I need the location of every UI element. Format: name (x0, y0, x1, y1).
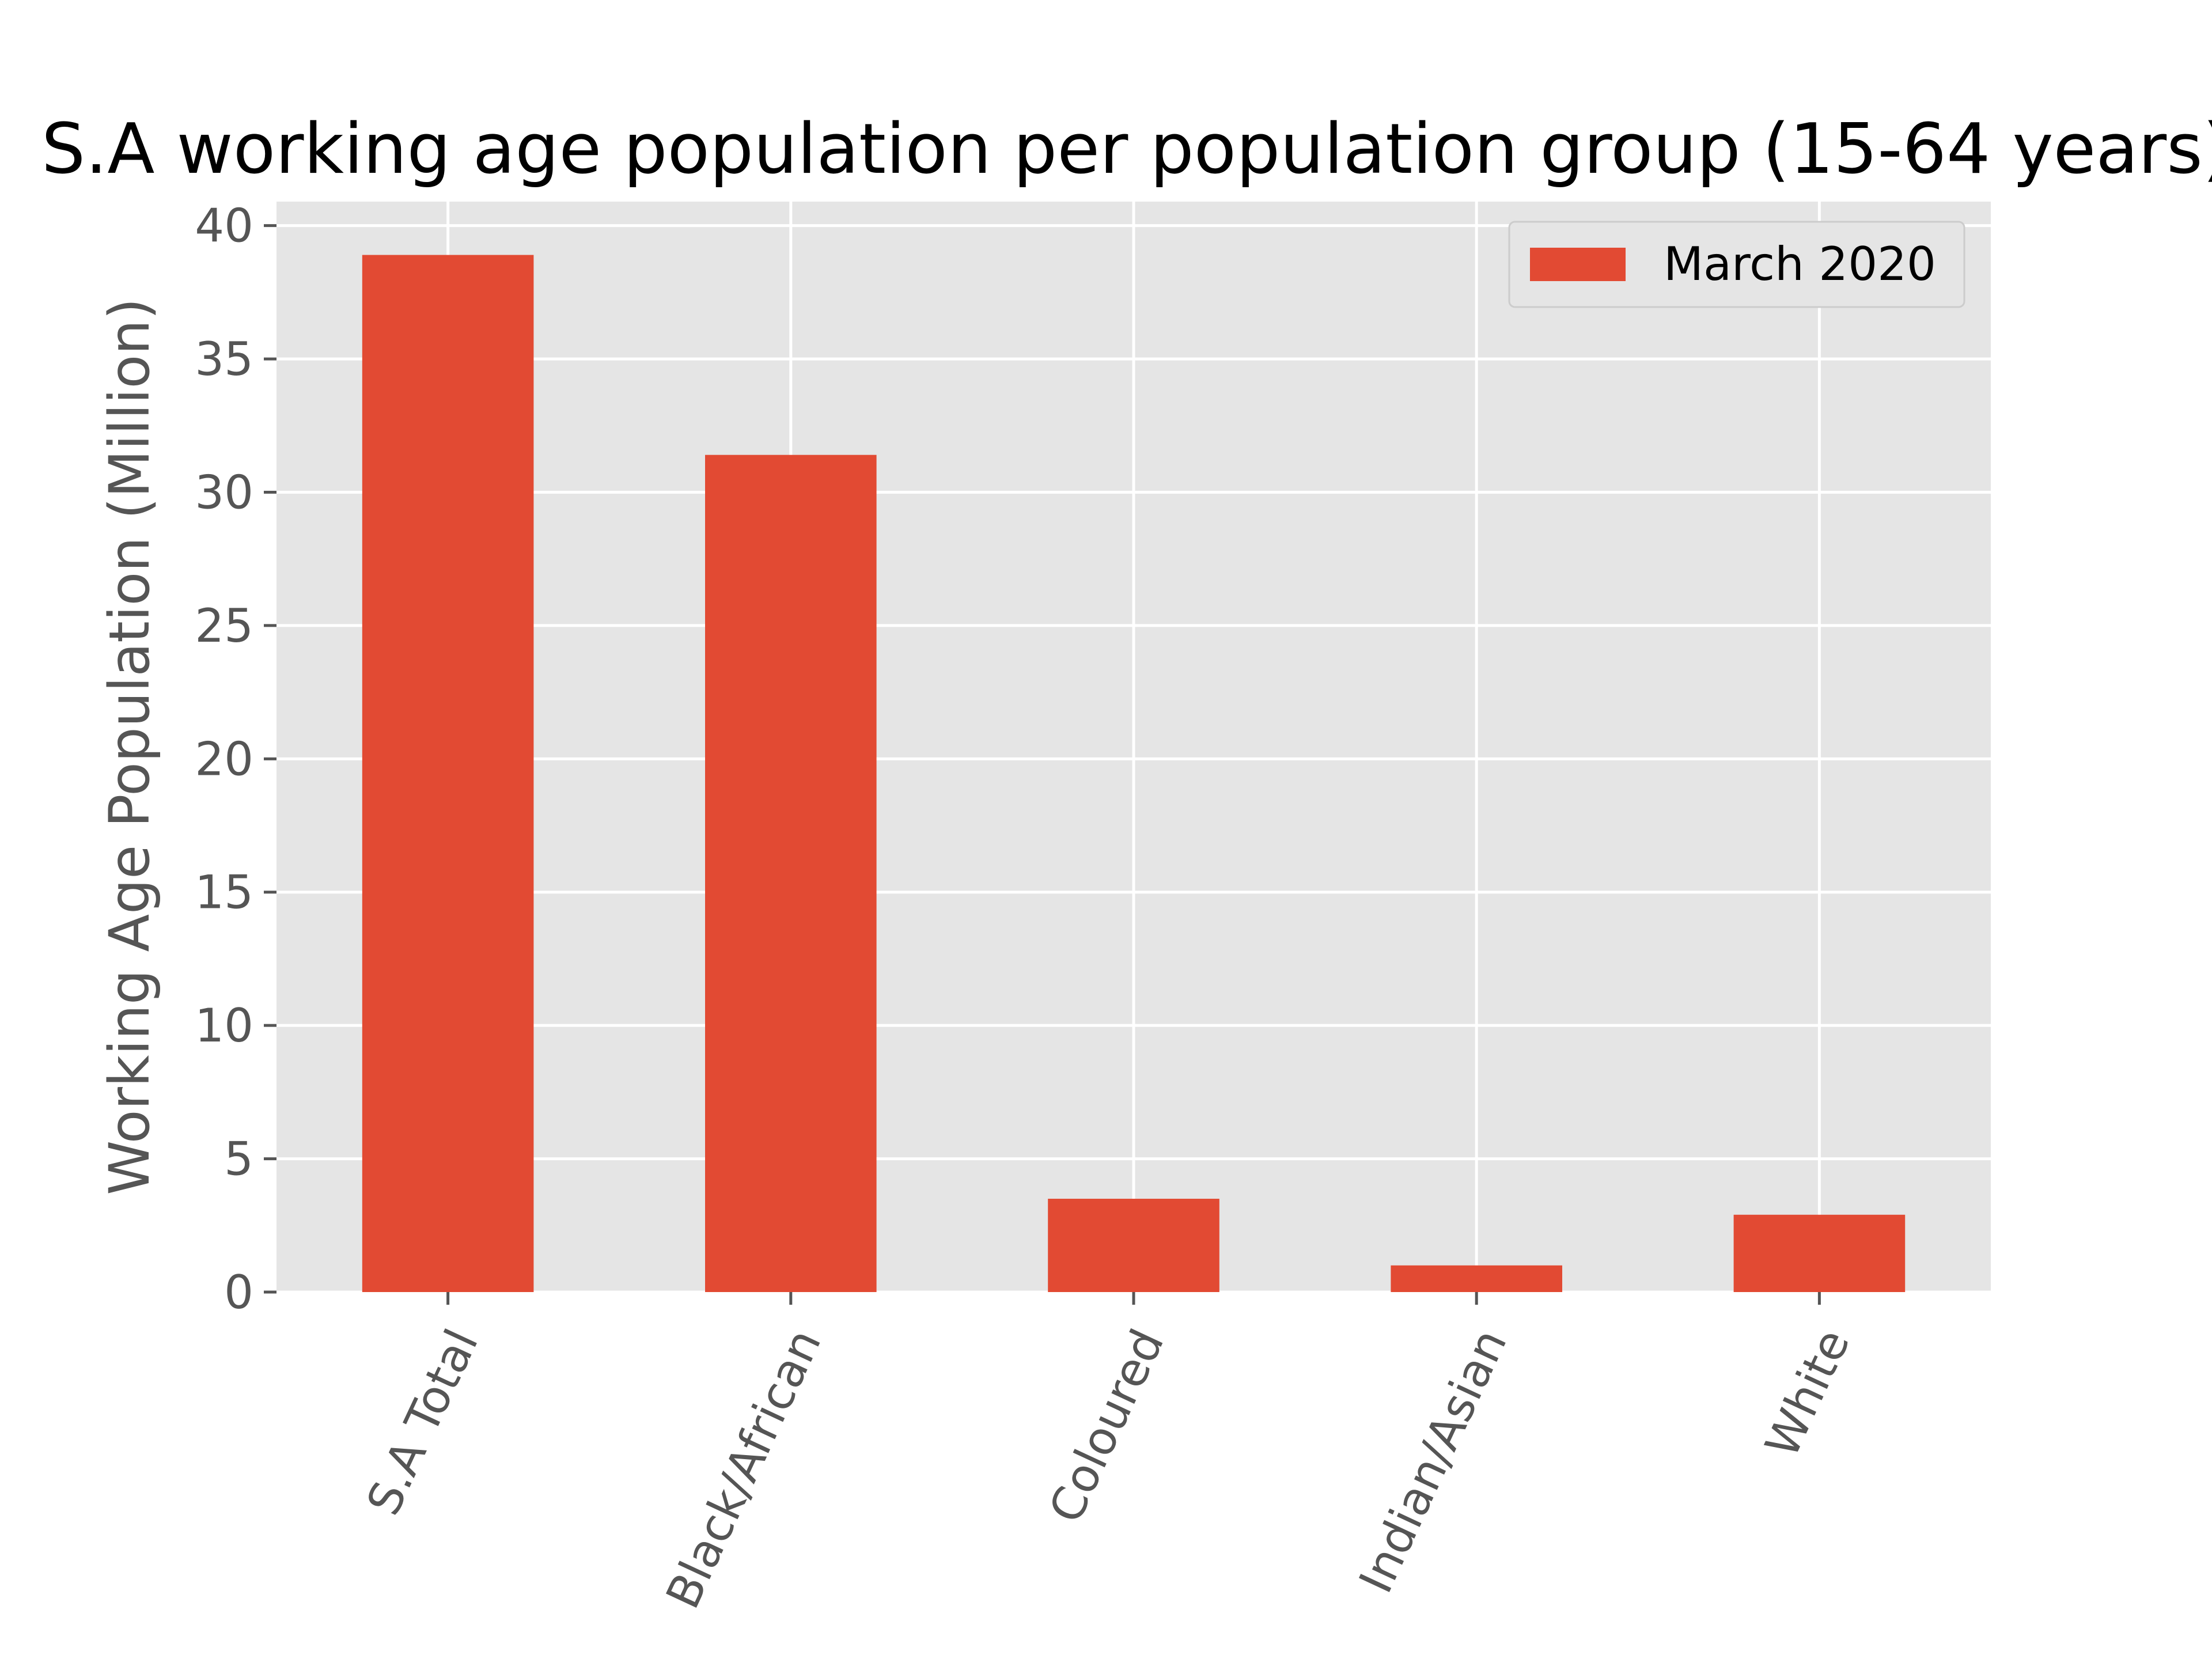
x-tick-label: White (1755, 1321, 1860, 1465)
x-tick-label: Indian/Asian (1349, 1321, 1517, 1601)
x-tick-label: Coloured (1039, 1321, 1175, 1531)
bar (1391, 1265, 1562, 1292)
x-tick-label: Black/African (656, 1321, 831, 1617)
chart-title: S.A working age population per populatio… (41, 109, 2212, 190)
y-tick-label: 40 (195, 199, 253, 253)
y-tick-label: 20 (195, 732, 253, 786)
bar (705, 454, 877, 1293)
x-axis-ticks: S.A Total Black/African Coloured Indian/Asi… (357, 1292, 1860, 1616)
bar (1048, 1199, 1219, 1292)
bars (362, 255, 1906, 1293)
y-tick-label: 30 (195, 465, 253, 519)
y-axis-label: Working Age Population (Million) (97, 298, 162, 1195)
bar (1733, 1214, 1906, 1292)
y-tick-label: 0 (224, 1266, 253, 1319)
y-tick-label: 25 (195, 599, 253, 653)
y-axis-ticks: 0 5 10 15 20 25 30 35 40 (195, 199, 276, 1319)
legend: March 2020 (1508, 221, 1965, 308)
legend-box (1508, 221, 1965, 308)
y-tick-label: 5 (224, 1132, 253, 1186)
x-tick-label: S.A Total (357, 1321, 488, 1523)
legend-swatch (1530, 248, 1626, 281)
y-tick-label: 10 (195, 999, 253, 1052)
y-tick-label: 15 (195, 866, 253, 919)
y-tick-label: 35 (195, 332, 253, 386)
legend-label: March 2020 (1664, 237, 1936, 291)
bar (362, 255, 534, 1292)
